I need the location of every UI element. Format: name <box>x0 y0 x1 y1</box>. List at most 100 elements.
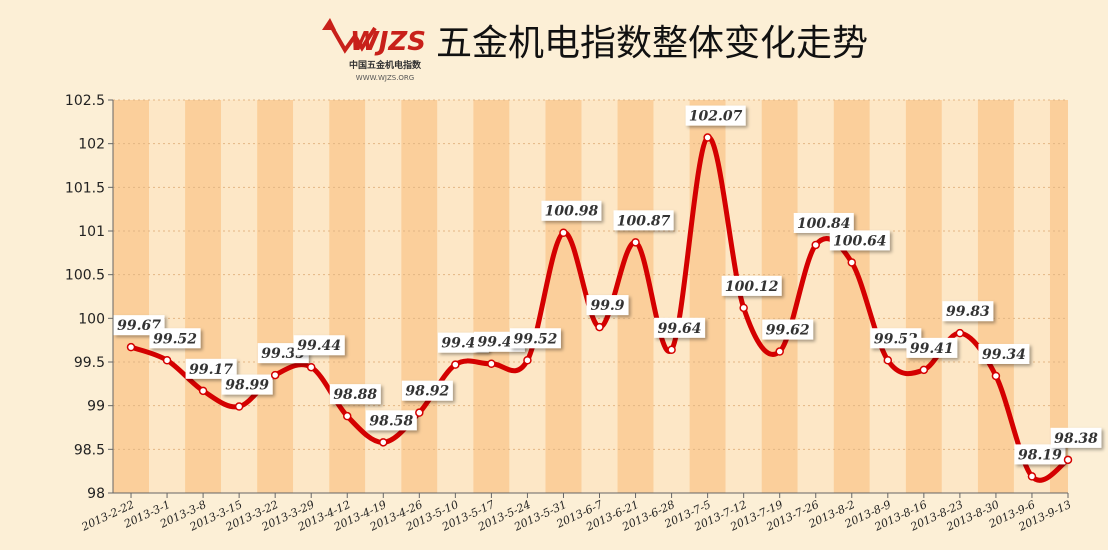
point <box>991 371 1001 381</box>
point <box>775 347 784 356</box>
point <box>162 356 172 365</box>
y-tick-label: 101 <box>78 224 105 240</box>
value-label-box <box>721 275 782 296</box>
value-label-box <box>654 317 706 338</box>
band <box>293 100 330 493</box>
band <box>761 100 798 493</box>
y-tick-label: 99.5 <box>74 355 105 371</box>
value-label: 100.12 <box>725 279 779 295</box>
band <box>1013 100 1050 493</box>
point <box>811 240 820 250</box>
value-label: 99.64 <box>658 321 702 337</box>
point <box>559 228 568 237</box>
y-tick-label: 100.5 <box>65 268 105 284</box>
value-label: 98.92 <box>405 384 449 400</box>
value-label-box <box>365 410 417 431</box>
point <box>270 370 280 380</box>
point <box>739 303 748 313</box>
band <box>977 100 1014 493</box>
value-label-box <box>509 328 561 349</box>
y-tick-label: 101.5 <box>65 180 105 196</box>
value-label-box <box>401 380 453 401</box>
value-label-box <box>829 230 890 251</box>
value-label-box <box>221 374 273 395</box>
point <box>306 362 316 372</box>
y-tick-label: 98.5 <box>74 442 105 458</box>
y-tick-label: 100 <box>78 311 105 327</box>
value-label: 99.34 <box>982 347 1026 363</box>
value-label-box <box>1050 427 1102 448</box>
band <box>689 100 726 493</box>
band <box>437 100 474 493</box>
logo-mark: WJZS <box>350 27 426 57</box>
logo-name: 中国五金机电指数 <box>349 59 422 71</box>
y-tick-label: 102.5 <box>65 93 105 109</box>
value-label: 100.87 <box>617 213 671 229</box>
band <box>149 100 186 493</box>
point <box>1027 472 1037 481</box>
point <box>415 408 424 417</box>
point <box>595 322 604 332</box>
point <box>487 359 496 368</box>
value-label-box <box>1014 444 1066 465</box>
point <box>703 133 712 142</box>
value-label: 99.9 <box>590 298 624 314</box>
value-label-box <box>613 210 674 231</box>
band <box>257 100 294 493</box>
band <box>869 100 906 493</box>
point <box>667 345 676 355</box>
band <box>545 100 582 493</box>
value-label: 99.83 <box>946 304 990 320</box>
logo-arrowhead <box>322 18 336 30</box>
value-label: 99.44 <box>297 338 341 354</box>
point <box>883 356 893 365</box>
plot-area: 98 98.5 99 99.5 100 100.5 101 101.5 102 102.5 99.6… <box>65 93 1102 534</box>
value-label: 98.58 <box>369 413 413 429</box>
value-label-box <box>906 337 958 358</box>
logo-arrow <box>328 23 377 54</box>
value-label: 98.19 <box>1018 447 1062 463</box>
point <box>234 402 244 411</box>
y-tick-label: 98 <box>87 486 105 502</box>
value-label-box <box>762 319 814 340</box>
y-tick-label: 102 <box>78 137 105 153</box>
value-label-box <box>793 212 854 233</box>
point <box>919 365 929 375</box>
point <box>198 386 208 396</box>
value-label: 99.62 <box>766 323 810 339</box>
band <box>473 100 510 493</box>
value-label-box <box>329 384 381 405</box>
value-label: 102.07 <box>689 109 743 125</box>
band <box>1049 100 1068 493</box>
chart-title: 五金机电指数整体变化走势 <box>436 23 868 64</box>
band <box>941 100 978 493</box>
value-label: 99.52 <box>153 331 197 347</box>
value-label: 100.98 <box>545 204 599 220</box>
point <box>379 438 388 447</box>
value-label-box <box>978 343 1030 364</box>
value-label: 98.88 <box>333 387 377 403</box>
y-tick-label: 99 <box>87 399 105 415</box>
band <box>797 100 834 493</box>
point <box>451 360 460 369</box>
value-label-box <box>586 295 629 316</box>
point <box>847 258 857 267</box>
point <box>1063 455 1073 465</box>
value-label-box <box>293 335 345 356</box>
band <box>509 100 546 493</box>
logo-url: WWW.WJZS.ORG <box>356 74 414 82</box>
band <box>725 100 762 493</box>
value-label-box <box>541 200 602 221</box>
value-label: 99.17 <box>189 362 233 378</box>
band <box>401 100 438 493</box>
value-label-box <box>185 358 237 379</box>
value-label: 100.64 <box>833 233 887 249</box>
point <box>126 342 136 352</box>
value-label: 99.41 <box>910 341 954 357</box>
band <box>221 100 258 493</box>
point <box>523 356 532 365</box>
band <box>185 100 222 493</box>
value-label: 98.99 <box>225 378 269 394</box>
band <box>113 100 150 493</box>
